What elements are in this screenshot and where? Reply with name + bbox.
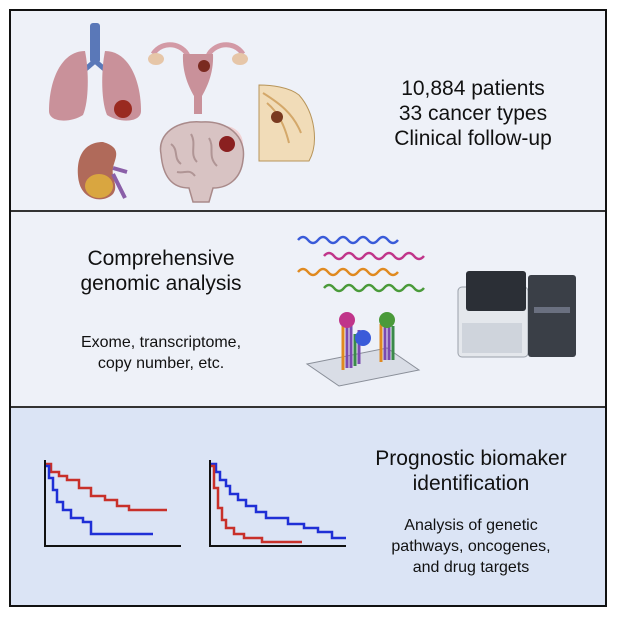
survival-curve-2-icon [209, 460, 346, 547]
figure-frame: 10,884 patients 33 cancer types Clinical… [9, 9, 607, 607]
dna-strands-icon [297, 235, 425, 293]
prognostic-subtitle-line-2: pathways, oncogenes, [391, 538, 551, 555]
uterus-icon [148, 42, 248, 114]
patients-count-text: 10,884 patients [401, 77, 545, 100]
genomic-title: Comprehensive genomic analysis [51, 246, 271, 296]
genomic-title-line-2: genomic analysis [80, 272, 242, 295]
sequencer-icon [457, 271, 576, 358]
genomic-subtitle-line-2: copy number, etc. [97, 355, 225, 372]
cancer-types-text: 33 cancer types [398, 102, 548, 125]
genomic-title-line-1: Comprehensive [87, 247, 235, 270]
prognostic-subtitle: Analysis of genetic pathways, oncogenes,… [381, 515, 561, 578]
kidney-icon [77, 142, 128, 200]
brain-icon [159, 121, 245, 203]
prognostic-title: Prognostic biomaker identification [366, 446, 576, 496]
genomic-subtitle: Exome, transcriptome, copy number, etc. [41, 332, 281, 374]
cohort-text: 10,884 patients 33 cancer types Clinical… [363, 76, 583, 151]
microarray-icon [305, 312, 421, 387]
genomic-panel: Comprehensive genomic analysis Exome, tr… [11, 212, 605, 408]
breast-icon [258, 84, 315, 162]
survival-curve-1-icon [44, 460, 181, 547]
prognostic-title-line-1: Prognostic biomaker [375, 447, 567, 470]
prognostic-panel: Prognostic biomaker identification Analy… [11, 408, 605, 605]
lungs-icon [49, 23, 141, 121]
genomic-subtitle-line-1: Exome, transcriptome, [80, 334, 242, 351]
prognostic-subtitle-line-3: and drug targets [412, 559, 530, 576]
cohort-panel: 10,884 patients 33 cancer types Clinical… [11, 11, 605, 212]
prognostic-subtitle-line-1: Analysis of genetic [404, 517, 538, 534]
followup-text: Clinical follow-up [394, 127, 552, 150]
prognostic-title-line-2: identification [412, 472, 530, 495]
